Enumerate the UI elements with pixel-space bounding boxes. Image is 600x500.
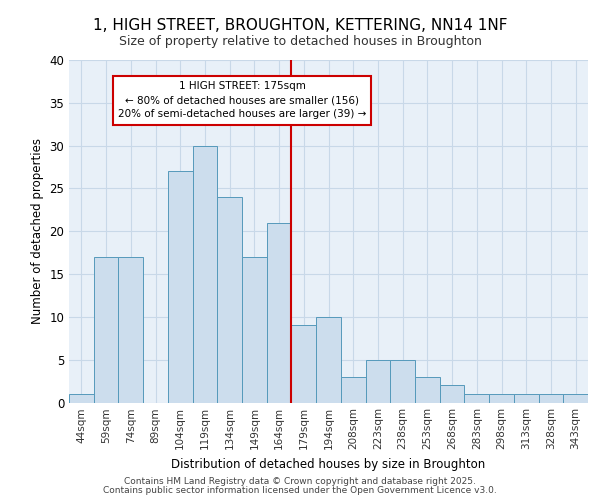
Bar xyxy=(242,257,267,402)
Text: Contains public sector information licensed under the Open Government Licence v3: Contains public sector information licen… xyxy=(103,486,497,495)
Bar xyxy=(489,394,514,402)
Bar xyxy=(267,222,292,402)
Bar xyxy=(341,377,365,402)
Text: 1 HIGH STREET: 175sqm
← 80% of detached houses are smaller (156)
20% of semi-det: 1 HIGH STREET: 175sqm ← 80% of detached … xyxy=(118,82,366,120)
Bar xyxy=(118,257,143,402)
Bar xyxy=(539,394,563,402)
Bar xyxy=(316,317,341,402)
Bar xyxy=(563,394,588,402)
Text: 1, HIGH STREET, BROUGHTON, KETTERING, NN14 1NF: 1, HIGH STREET, BROUGHTON, KETTERING, NN… xyxy=(93,18,507,32)
Bar xyxy=(168,172,193,402)
Bar xyxy=(415,377,440,402)
X-axis label: Distribution of detached houses by size in Broughton: Distribution of detached houses by size … xyxy=(172,458,485,471)
Bar xyxy=(217,197,242,402)
Y-axis label: Number of detached properties: Number of detached properties xyxy=(31,138,44,324)
Bar xyxy=(193,146,217,402)
Bar xyxy=(440,386,464,402)
Bar xyxy=(464,394,489,402)
Bar xyxy=(69,394,94,402)
Text: Size of property relative to detached houses in Broughton: Size of property relative to detached ho… xyxy=(119,35,481,48)
Bar xyxy=(292,326,316,402)
Bar xyxy=(390,360,415,403)
Text: Contains HM Land Registry data © Crown copyright and database right 2025.: Contains HM Land Registry data © Crown c… xyxy=(124,477,476,486)
Bar xyxy=(514,394,539,402)
Bar xyxy=(94,257,118,402)
Bar xyxy=(365,360,390,403)
